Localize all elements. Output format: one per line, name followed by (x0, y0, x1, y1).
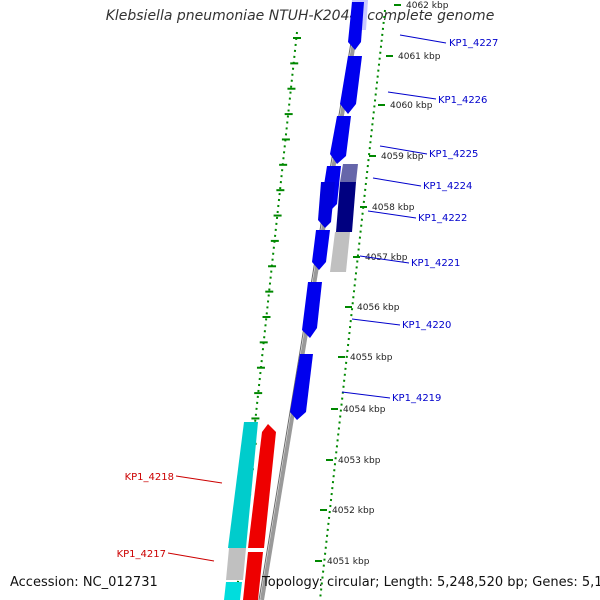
gene-label-kp1-4219[interactable]: KP1_4219 (392, 393, 441, 404)
gene-arrow-kp1-4226 (340, 56, 362, 114)
gene-arrow-kp1-4218-grey (226, 548, 246, 580)
gene-arrow-kp1-4222 (318, 182, 335, 228)
kbp-tick-label: 4052 kbp (332, 506, 375, 516)
gene-arrow-kp1-4224-dark (340, 164, 358, 182)
gene-label-kp1-4217[interactable]: KP1_4217 (117, 549, 166, 560)
kbp-tick-label: 4055 kbp (350, 353, 393, 363)
gene-label-kp1-4227-leader-line (399, 34, 447, 44)
gene-label-kp1-4224-leader-line (372, 177, 422, 187)
gene-label-kp1-4224[interactable]: KP1_4224 (423, 181, 472, 192)
kbp-tick-label: 4053 kbp (338, 456, 381, 466)
gene-label-kp1-4220[interactable]: KP1_4220 (402, 320, 451, 331)
accession-text: Accession: NC_012731 (10, 575, 158, 590)
gene-labels: KP1_4227 KP1_4226 KP1_4225 KP1_4224 KP1_4222… (117, 34, 498, 562)
gene-label-kp1-4222[interactable]: KP1_4222 (418, 213, 467, 224)
gene-label-kp1-4221[interactable]: KP1_4221 (411, 258, 460, 269)
kbp-tick-label: 4061 kbp (398, 52, 441, 62)
gene-label-kp1-4227[interactable]: KP1_4227 (449, 38, 498, 49)
gene-arrow-kp1-4217-rna (224, 582, 242, 600)
gene-arrow-kp1-4218-rna (228, 422, 258, 548)
gene-label-kp1-4226[interactable]: KP1_4226 (438, 95, 487, 106)
gene-arrow-kp1-4217 (243, 552, 263, 600)
gene-label-kp1-4225[interactable]: KP1_4225 (429, 149, 478, 160)
gene-label-kp1-4222-leader-line (367, 210, 417, 219)
kbp-tick-label: 4057 kbp (365, 253, 408, 263)
kbp-tick-label: 4060 kbp (390, 101, 433, 111)
kbp-tick-label: 4062 kbp (406, 1, 449, 11)
gene-label-kp1-4217-leader-line (167, 552, 215, 562)
gene-arrow-kp1-4221-grey (330, 232, 350, 272)
gene-arrow-kp1-4227 (348, 2, 364, 50)
kbp-tick-label: 4056 kbp (357, 303, 400, 313)
gene-label-kp1-4226-leader-line (387, 91, 437, 100)
gene-arrow-kp1-4221 (312, 230, 330, 270)
map-title: Klebsiella pneumoniae NTUH-K2044, comple… (105, 8, 495, 24)
kbp-tick-label: 4051 kbp (327, 557, 370, 567)
kbp-tick-label: 4059 kbp (381, 152, 424, 162)
kbp-tick-labels: 4062 kbp 4061 kbp 4060 kbp 4059 kbp 4058 kbp… (315, 1, 449, 567)
gene-label-kp1-4219-leader-line (341, 391, 391, 399)
gene-label-kp1-4218[interactable]: KP1_4218 (125, 472, 174, 483)
gene-arrow-kp1-4220 (302, 282, 322, 338)
gene-label-kp1-4221-leader-line (359, 255, 410, 264)
gene-arrow-kp1-4225 (330, 116, 351, 164)
reverse-gene-track (224, 422, 276, 600)
forward-gene-track (290, 0, 368, 420)
gene-label-kp1-4218-leader-line (175, 475, 223, 484)
gene-arrow-kp1-4218 (248, 424, 276, 548)
gene-label-kp1-4225-leader-line (379, 145, 428, 155)
genome-stats-text: Topology: circular; Length: 5,248,520 bp… (262, 575, 600, 590)
gene-arrow-kp1-4222-dark (336, 182, 356, 232)
kbp-tick-label: 4054 kbp (343, 405, 386, 415)
gene-arrow-kp1-4219 (290, 354, 313, 420)
kbp-tick-label: 4058 kbp (372, 203, 415, 213)
gene-label-kp1-4220-leader-line (351, 318, 401, 326)
